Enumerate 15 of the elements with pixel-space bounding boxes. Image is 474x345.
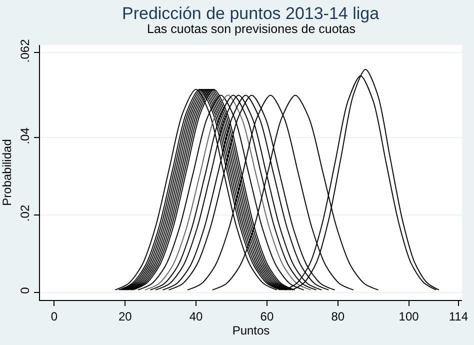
x-tick-label: 0 — [50, 309, 58, 324]
x-tick-label: 20 — [118, 309, 132, 324]
x-tick-label: 40 — [189, 309, 204, 324]
y-tick-label: .062 — [18, 38, 32, 63]
x-tick-label: 114 — [448, 309, 468, 324]
y-axis-title: Probabilidad — [0, 139, 14, 206]
x-tick-label: 80 — [331, 309, 345, 324]
y-tick-label: .02 — [18, 204, 32, 222]
x-tick-label: 60 — [260, 309, 274, 324]
y-tick-label: .04 — [18, 127, 32, 144]
chart-subtitle: Las cuotas son previsiones de cuotas — [147, 22, 356, 36]
chart-title: Predicción de puntos 2013-14 liga — [122, 4, 380, 23]
x-tick-label: 100 — [398, 309, 420, 324]
x-axis-title: Puntos — [232, 323, 270, 338]
y-tick-label: 0 — [18, 286, 32, 294]
